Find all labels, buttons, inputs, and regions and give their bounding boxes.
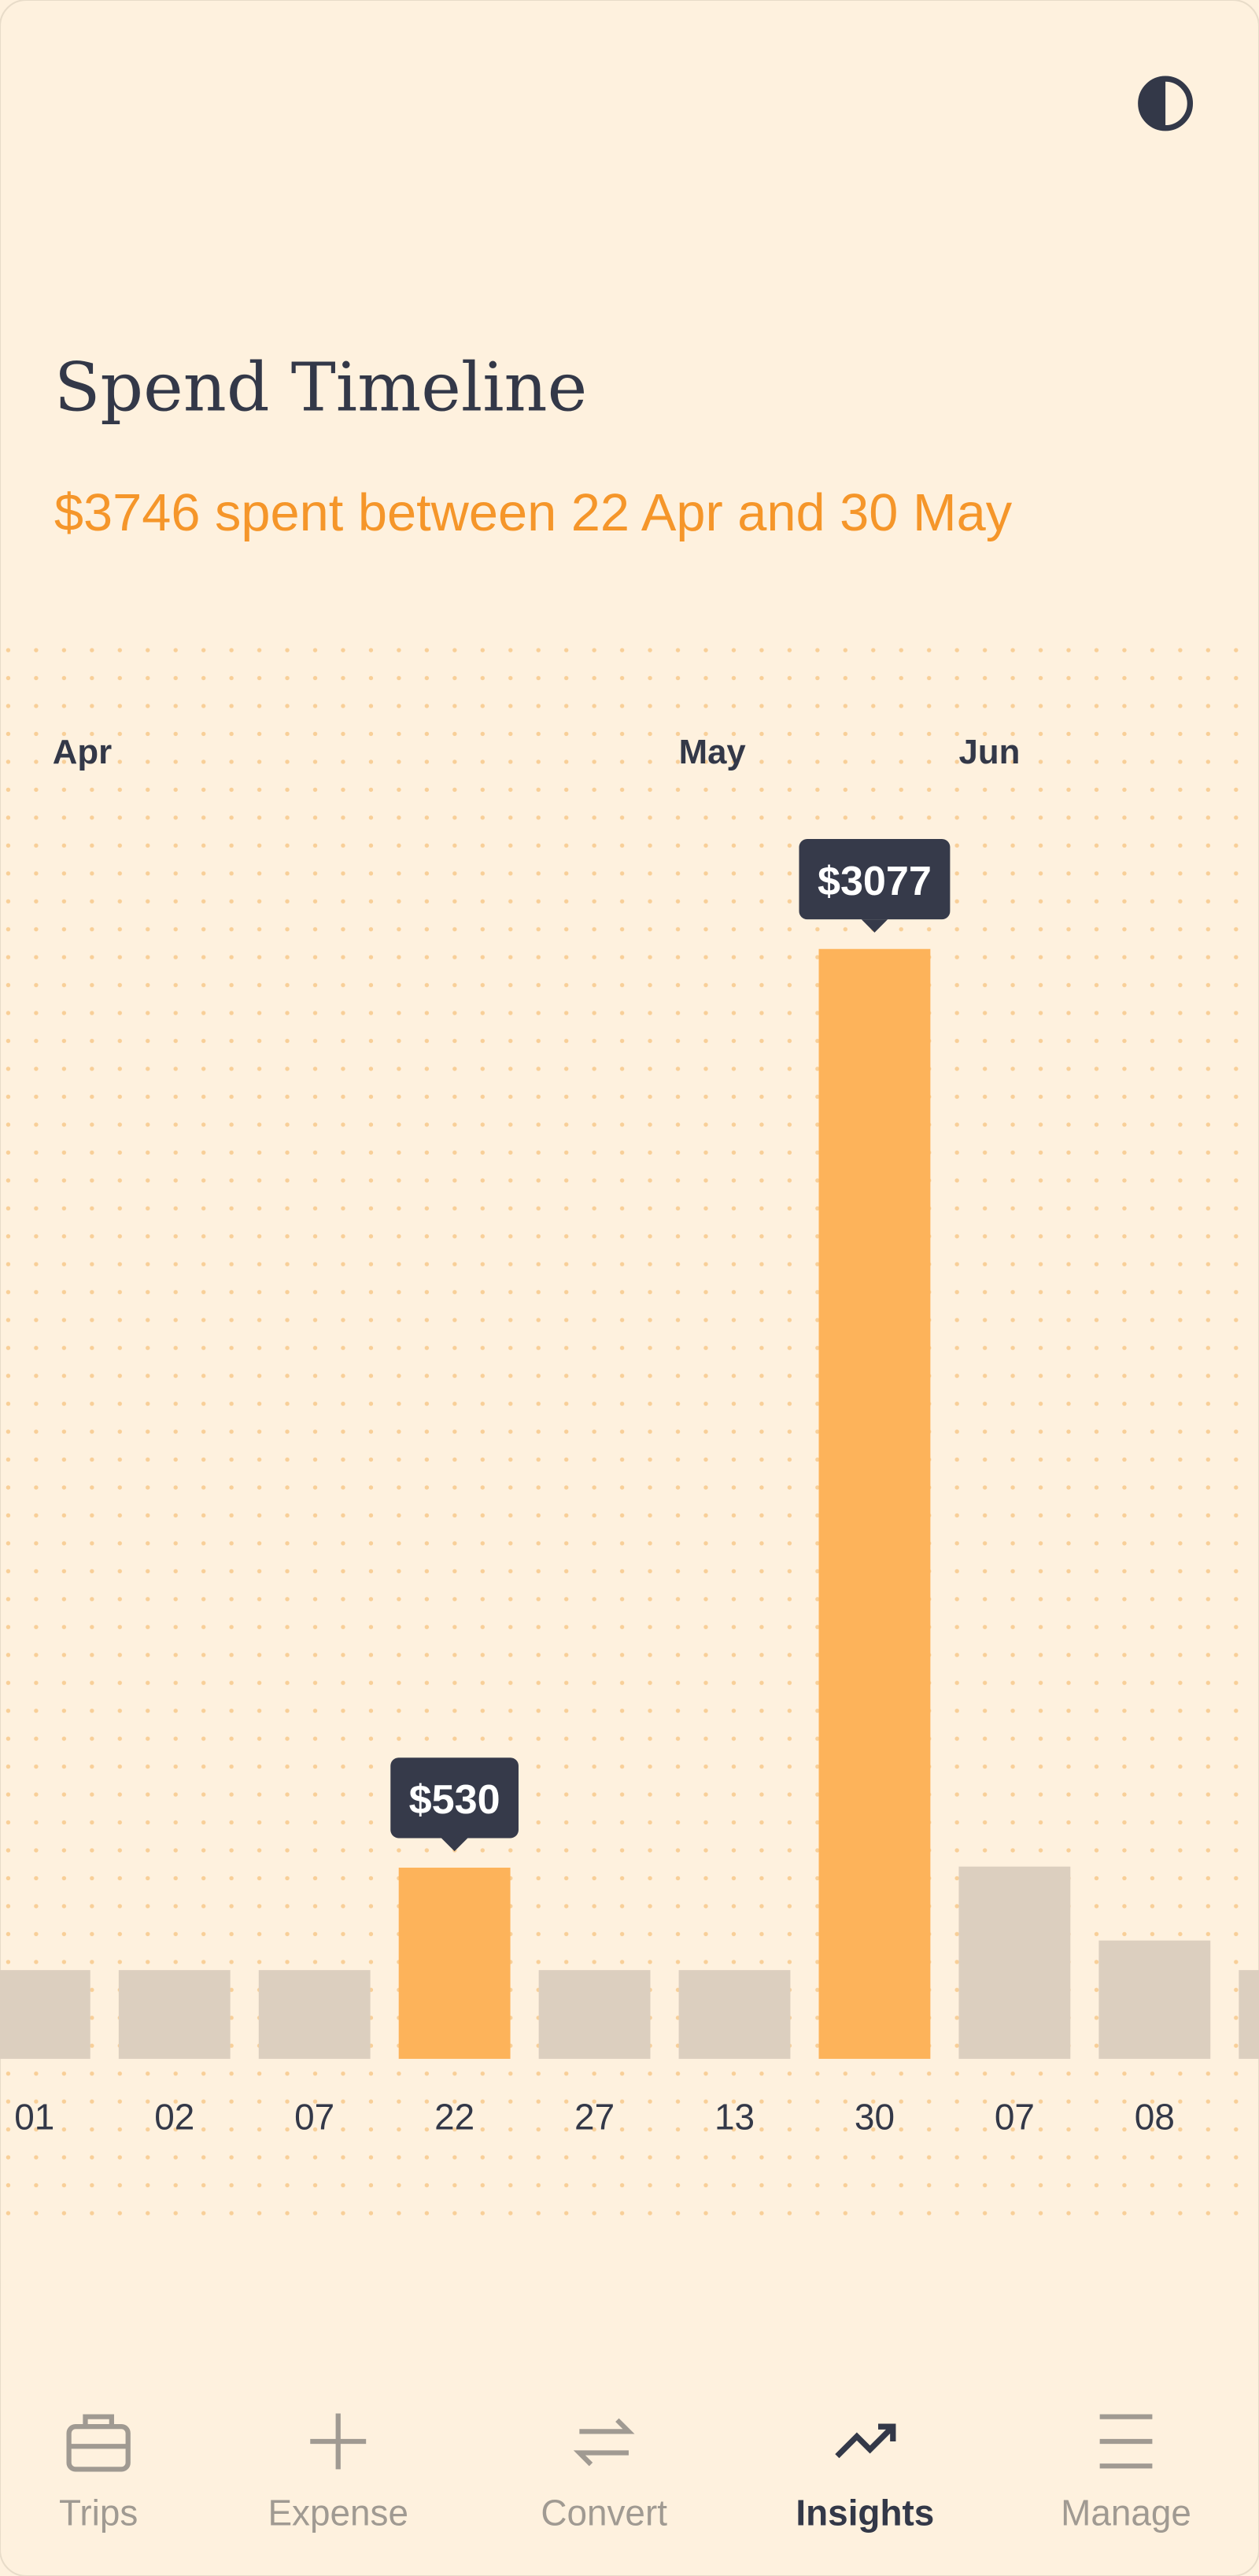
x-tick-label: 27 [574,2097,615,2138]
x-tick-label: 01 [14,2097,54,2138]
x-tick-label: 08 [1135,2097,1175,2138]
nav-item[interactable]: Expense [268,2492,408,2533]
nav-item[interactable]: Manage [1061,2492,1191,2533]
month-label: May [679,733,747,771]
month-label: Jun [958,733,1020,771]
bar [0,1970,90,2059]
convert-icon [573,2418,635,2467]
value-label: $3077 [818,859,932,904]
tooltip [390,1757,519,1839]
bar [818,948,931,2059]
value-label: $530 [409,1777,500,1823]
bar [1239,1970,1259,2059]
bar [118,1970,231,2059]
page-title: Spend Timeline [54,349,587,427]
bar [538,1970,651,2059]
nav-item[interactable]: Insights [796,2492,934,2533]
x-tick-label: 22 [434,2097,474,2138]
month-label: Apr [53,733,112,771]
tooltip-pointer [861,919,888,933]
tooltip-pointer [441,1838,468,1852]
chart: 01 Apr 02 07 22 $530 27 13 May 30 $3077 07 Jun 08 [0,733,1259,2138]
insights-icon [835,2423,896,2459]
bar [258,1970,371,2059]
bar [1098,1940,1211,2059]
bar [958,1866,1071,2059]
bottom-nav: Trips Expense Convert Insights Manage [59,2413,1191,2533]
bar [398,1868,511,2059]
x-tick-label: 07 [294,2097,334,2138]
theme-toggle[interactable] [1138,76,1194,131]
bar [678,1970,791,2059]
nav-item[interactable]: Convert [541,2492,667,2533]
page-subtitle: $3746 spent between 22 Apr and 30 May [54,484,1013,542]
tooltip [799,838,951,920]
x-tick-label: 30 [855,2097,895,2138]
x-tick-label: 02 [154,2097,194,2138]
trips-icon [66,2414,131,2472]
x-tick-label: 13 [714,2097,755,2138]
manage-icon [1099,2414,1153,2469]
nav-item[interactable]: Trips [59,2492,138,2533]
expense-icon [310,2413,367,2470]
x-tick-label: 07 [995,2097,1035,2138]
